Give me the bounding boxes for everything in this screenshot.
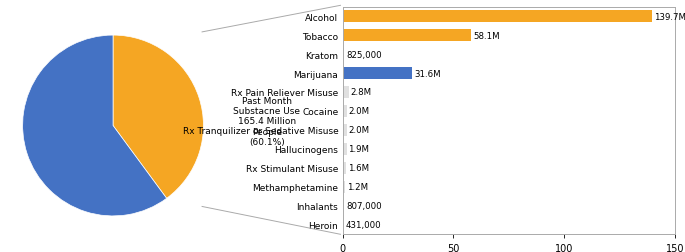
Text: 825,000: 825,000 — [346, 50, 382, 59]
Text: 2.0M: 2.0M — [349, 107, 370, 116]
Bar — [342, 143, 347, 155]
Text: 58.1M: 58.1M — [473, 32, 499, 40]
Text: 807,000: 807,000 — [346, 202, 382, 210]
Bar — [342, 162, 346, 174]
Text: 1.9M: 1.9M — [349, 145, 369, 154]
Bar — [342, 11, 652, 23]
Bar — [342, 200, 345, 212]
Text: 431,000: 431,000 — [345, 220, 381, 229]
Bar — [342, 49, 345, 61]
Text: Past Month
Substacne Use
165.4 Million
People
(60.1%): Past Month Substacne Use 165.4 Million P… — [233, 96, 300, 147]
Bar — [342, 219, 343, 231]
Text: 1.6M: 1.6M — [348, 164, 369, 173]
Bar — [342, 124, 347, 137]
Wedge shape — [23, 36, 166, 216]
Bar — [342, 30, 471, 42]
Bar — [342, 181, 345, 193]
Bar — [342, 68, 412, 80]
Text: 31.6M: 31.6M — [414, 69, 441, 78]
Wedge shape — [113, 36, 203, 199]
Text: 1.2M: 1.2M — [347, 183, 368, 192]
Bar — [342, 86, 349, 99]
Text: 139.7M: 139.7M — [653, 13, 685, 21]
Bar — [342, 105, 347, 118]
Text: 2.8M: 2.8M — [351, 88, 371, 97]
Text: 2.0M: 2.0M — [349, 126, 370, 135]
